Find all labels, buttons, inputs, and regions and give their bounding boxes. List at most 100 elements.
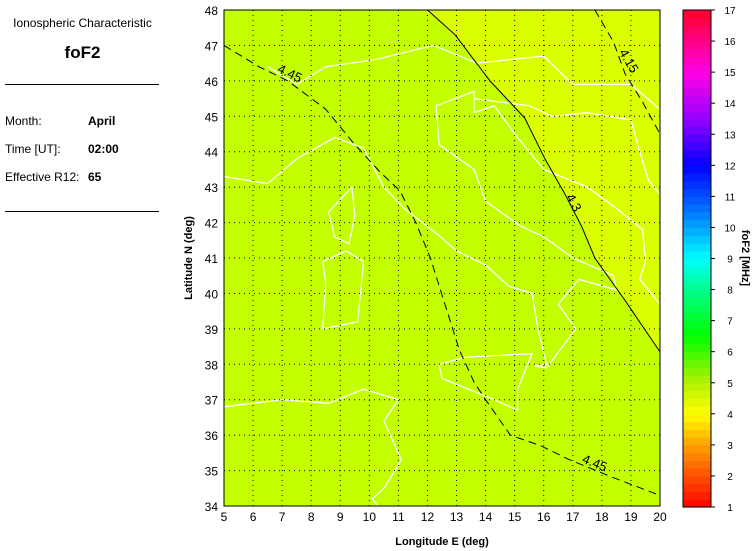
time-label: Time [UT]:: [5, 142, 61, 156]
coastline: [224, 90, 660, 369]
colorbar-swatch: [683, 180, 711, 190]
colorbar-tick-label: 6: [727, 348, 733, 359]
colorbar-swatch: [683, 452, 711, 462]
colorbar-swatch: [683, 149, 711, 159]
colorbar-swatch: [683, 312, 711, 322]
colorbar-swatch: [683, 289, 711, 298]
colorbar-swatch: [683, 227, 711, 236]
colorbar-swatch: [683, 382, 711, 392]
x-axis-label: Longitude E (deg): [395, 536, 489, 548]
colorbar-swatch: [683, 460, 711, 469]
colorbar-swatch: [683, 10, 711, 19]
colorbar-swatch: [683, 56, 711, 65]
map-frame: [223, 9, 661, 507]
colorbar-swatch: [683, 165, 711, 174]
x-tick-label: 17: [566, 510, 580, 524]
colorbar-swatch: [683, 437, 711, 446]
y-tick-label: 48: [205, 4, 219, 18]
colorbar-swatch: [683, 79, 711, 89]
colorbar-swatch: [683, 444, 711, 454]
colorbar-swatch: [683, 33, 711, 42]
colorbar-swatch: [683, 25, 711, 34]
y-tick-label: 35: [205, 465, 219, 479]
colorbar-swatch: [683, 274, 711, 283]
colorbar-swatch: [683, 351, 711, 361]
colorbar-swatch: [683, 72, 711, 81]
x-tick-label: 5: [221, 510, 228, 524]
colorbar-swatch: [683, 429, 711, 438]
contour-line: [224, 44, 660, 496]
colorbar-swatch: [683, 64, 711, 73]
colorbar-swatch: [683, 398, 711, 407]
colorbar-swatch: [683, 374, 711, 384]
y-tick-label: 45: [205, 110, 219, 124]
x-tick-label: 14: [479, 510, 493, 524]
x-tick-label: 13: [450, 510, 464, 524]
colorbar-tick-label: 16: [724, 37, 736, 48]
contour-line: [594, 10, 660, 135]
colorbar-swatch: [683, 328, 711, 337]
y-tick-label: 41: [205, 252, 219, 266]
colorbar-swatch: [683, 126, 711, 135]
coastline: [224, 388, 403, 506]
colorbar-swatch: [683, 491, 711, 500]
x-tick-label: 7: [279, 510, 286, 524]
colorbar-tick-label: 14: [724, 99, 736, 110]
colorbar-swatch: [683, 305, 711, 314]
colorbar-swatch: [683, 390, 711, 399]
x-tick-label: 20: [653, 510, 667, 524]
colorbar-swatch: [683, 421, 711, 430]
colorbar-tick-label: 12: [724, 161, 736, 172]
month-value: April: [88, 114, 116, 128]
y-tick-label: 38: [205, 358, 219, 372]
panel-heading: Ionospheric Characteristic: [13, 16, 152, 30]
colorbar-swatch: [683, 17, 711, 27]
r12-value: 65: [88, 170, 102, 184]
y-tick-label: 37: [205, 394, 219, 408]
x-tick-label: 11: [392, 510, 405, 524]
y-tick-label: 47: [205, 39, 219, 53]
colorbar-swatch: [683, 250, 711, 260]
month-label: Month:: [5, 114, 42, 128]
colorbar-swatch: [683, 281, 711, 291]
x-tick-label: 8: [308, 510, 315, 524]
x-tick-label: 18: [595, 510, 609, 524]
colorbar-tick-label: 7: [727, 317, 733, 328]
colorbar-swatch: [683, 219, 711, 229]
colorbar-swatch: [683, 320, 711, 329]
y-tick-label: 44: [205, 146, 219, 160]
colorbar-label: foF2 [MHz]: [739, 230, 751, 287]
colorbar-tick-label: 3: [727, 441, 733, 452]
colorbar-tick-label: 1: [727, 503, 733, 514]
contour-line: [427, 10, 660, 353]
colorbar-swatch: [683, 468, 711, 477]
colorbar-swatch: [683, 359, 711, 368]
characteristic-title: foF2: [64, 43, 101, 62]
colorbar-swatch: [683, 343, 711, 353]
x-tick-label: 12: [421, 510, 435, 524]
x-tick-label: 10: [363, 510, 377, 524]
colorbar-swatch: [683, 336, 711, 345]
colorbar-tick-label: 13: [724, 130, 736, 141]
divider: [5, 211, 159, 212]
colorbar-swatch: [683, 157, 711, 166]
y-tick-label: 42: [205, 217, 219, 231]
colorbar-swatch: [683, 118, 711, 128]
colorbar-tick-label: 5: [727, 379, 733, 390]
coastline: [322, 250, 365, 330]
x-tick-label: 19: [624, 510, 638, 524]
colorbar-tick-label: 11: [725, 192, 736, 203]
coastline: [438, 352, 534, 412]
x-tick-label: 16: [537, 510, 551, 524]
y-tick-label: 46: [205, 75, 219, 89]
colorbar-swatch: [683, 110, 711, 120]
y-tick-label: 36: [205, 429, 219, 443]
r12-label: Effective R12:: [5, 170, 80, 184]
colorbar-swatch: [683, 266, 711, 275]
colorbar-swatch: [683, 134, 711, 143]
colorbar-tick-label: 10: [724, 223, 736, 234]
colorbar-swatch: [683, 499, 711, 508]
y-axis-label: Latitude N (deg): [183, 216, 195, 300]
divider: [5, 84, 159, 85]
